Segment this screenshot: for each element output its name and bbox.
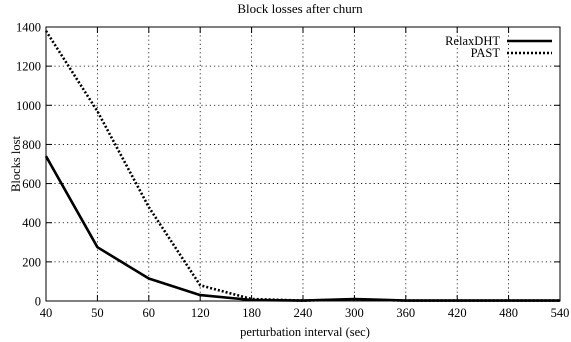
- series-line-relaxdht: [44, 155, 560, 302]
- x-tick-label: 50: [91, 306, 104, 320]
- y-tick-label: 200: [22, 255, 41, 269]
- x-tick-label: 480: [499, 306, 518, 320]
- chart-title: Block losses after churn: [237, 1, 363, 16]
- x-tick-label: 180: [242, 306, 261, 320]
- legend-label-relaxdht: RelaxDHT: [445, 34, 500, 48]
- y-tick-label: 1200: [16, 60, 41, 74]
- grid: [46, 27, 560, 301]
- x-tick-label: 120: [191, 306, 210, 320]
- y-axis-label: Blocks lost: [9, 136, 23, 192]
- y-tick-label: 1000: [16, 99, 41, 113]
- x-tick-label: 540: [551, 306, 570, 320]
- y-tick-label: 1400: [16, 21, 41, 35]
- x-tick-label: 40: [40, 306, 53, 320]
- ticks: 0 200 400 600 800 1000 1200 1400 40 50 60 120 180 240…: [16, 21, 569, 321]
- x-tick-label: 240: [294, 306, 313, 320]
- y-tick-label: 800: [22, 138, 41, 152]
- x-tick-label: 360: [396, 306, 415, 320]
- x-tick-label: 300: [345, 306, 364, 320]
- x-tick-label: 420: [448, 306, 467, 320]
- series-line-past: [44, 30, 560, 302]
- y-tick-label: 0: [35, 295, 41, 309]
- x-axis-label: perturbation interval (sec): [240, 325, 370, 339]
- legend-label-past: PAST: [471, 46, 501, 60]
- y-tick-label: 400: [22, 216, 41, 230]
- legend: RelaxDHT PAST: [445, 34, 552, 60]
- series: [44, 30, 560, 302]
- plot-frame: [45, 26, 561, 302]
- y-tick-label: 600: [22, 177, 41, 191]
- x-tick-label: 60: [143, 306, 156, 320]
